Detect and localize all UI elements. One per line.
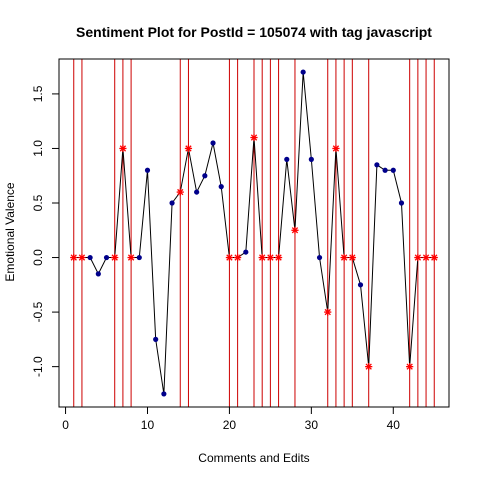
- edit-point: [234, 253, 242, 262]
- comment-point: [357, 282, 364, 288]
- plot-frame: [58, 58, 450, 408]
- y-axis-label: Emotional Valence: [3, 182, 17, 281]
- edit-point: [340, 253, 348, 262]
- edit-point: [332, 144, 340, 153]
- edit-point: [127, 253, 135, 262]
- edit-point: [406, 363, 414, 371]
- comment-point: [398, 200, 405, 206]
- y-tick-label: -0.5: [31, 301, 45, 322]
- x-tick-label: 30: [305, 418, 319, 432]
- y-axis: -1.0 -0.5 0.0 0.5 1.0 1.5: [31, 85, 60, 377]
- comment-point: [218, 184, 224, 190]
- edit-point: [430, 253, 438, 262]
- comment-point: [390, 167, 396, 173]
- comment-point: [202, 173, 208, 179]
- edit-point: [119, 144, 127, 153]
- edit-lines: [73, 59, 435, 407]
- comment-point: [103, 254, 110, 261]
- edit-point: [176, 188, 184, 196]
- edit-point: [225, 253, 234, 262]
- comment-point: [316, 254, 323, 261]
- edit-point: [250, 133, 258, 142]
- chart-title: Sentiment Plot for PostId = 105074 with …: [76, 24, 432, 40]
- comment-point: [382, 167, 388, 173]
- comment-point: [308, 156, 314, 162]
- edit-point: [70, 253, 78, 262]
- comment-point: [210, 140, 216, 146]
- edit-point: [274, 253, 283, 262]
- x-axis-label: Comments and Edits: [198, 451, 309, 465]
- edit-point: [78, 253, 86, 262]
- y-tick-label: 0.0: [31, 249, 45, 266]
- y-tick-label: 1.5: [31, 85, 45, 102]
- y-tick-label: 1.0: [31, 140, 45, 157]
- comment-point: [374, 162, 380, 168]
- comment-point: [194, 189, 200, 195]
- edit-point: [324, 308, 332, 316]
- x-tick-label: 40: [387, 418, 401, 432]
- comment-point: [144, 167, 151, 173]
- data-points: [70, 69, 438, 397]
- edit-point: [258, 253, 266, 262]
- x-tick-label: 0: [62, 418, 69, 432]
- comment-point: [169, 200, 175, 206]
- y-tick-label: 0.5: [31, 194, 45, 211]
- comment-point: [284, 156, 290, 162]
- y-tick-label: -1.0: [31, 356, 45, 377]
- comment-point: [95, 271, 101, 277]
- comment-point: [161, 391, 167, 397]
- edit-point: [365, 363, 373, 371]
- x-tick-label: 10: [141, 418, 155, 432]
- x-axis: 0 10 20 30 40: [62, 406, 401, 432]
- edit-point: [266, 253, 274, 262]
- x-tick-label: 20: [223, 418, 237, 432]
- edit-point: [348, 253, 356, 262]
- edit-point: [291, 226, 299, 234]
- comment-point: [87, 254, 93, 261]
- comment-point: [136, 254, 142, 261]
- comment-point: [243, 249, 249, 255]
- edit-point: [184, 144, 193, 153]
- edit-point: [414, 253, 422, 262]
- comment-point: [300, 69, 306, 75]
- edit-point: [111, 253, 119, 262]
- comment-point: [153, 336, 159, 342]
- edit-point: [422, 253, 430, 262]
